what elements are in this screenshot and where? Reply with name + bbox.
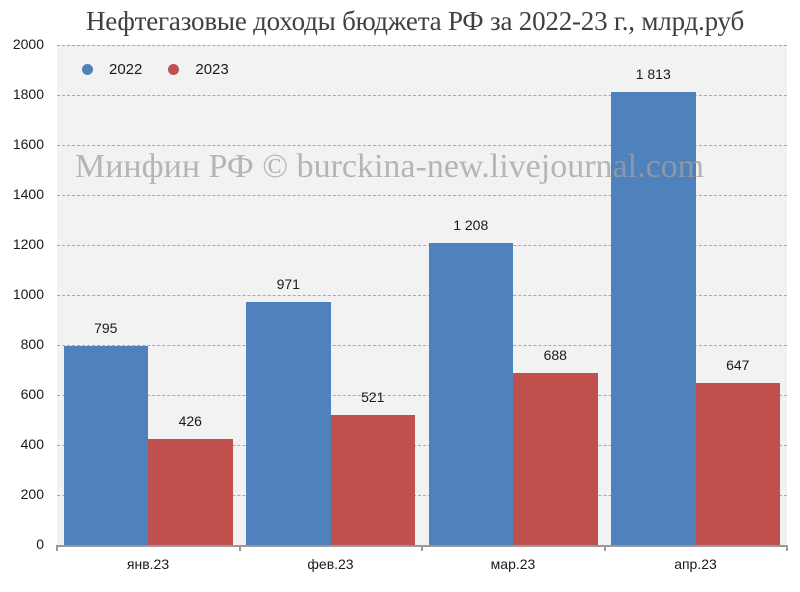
x-tick-label: мар.23 bbox=[490, 556, 536, 572]
bar-2022-3 bbox=[611, 91, 696, 545]
y-tick-label: 2000 bbox=[12, 36, 44, 52]
value-label: 647 bbox=[726, 357, 750, 374]
legend-label-2023: 2023 bbox=[195, 61, 229, 78]
value-label: 1 813 bbox=[635, 65, 671, 82]
legend: 2022 2023 bbox=[82, 61, 255, 78]
gridline bbox=[57, 445, 787, 446]
bar-2022-1 bbox=[246, 302, 331, 545]
y-tick-label: 1800 bbox=[12, 86, 44, 102]
x-tick-mark bbox=[56, 545, 58, 551]
y-tick-label: 1400 bbox=[12, 186, 44, 202]
x-tick-label: фев.23 bbox=[307, 556, 354, 572]
value-label: 971 bbox=[276, 276, 300, 293]
x-tick-label: апр.23 bbox=[674, 556, 717, 572]
gridline bbox=[57, 395, 787, 396]
value-label: 1 208 bbox=[453, 217, 489, 233]
legend-marker-2023 bbox=[168, 64, 180, 75]
y-tick-label: 200 bbox=[20, 486, 44, 502]
gridline bbox=[57, 95, 787, 96]
bar-2023-0 bbox=[148, 438, 233, 545]
legend-label-2022: 2022 bbox=[109, 61, 143, 78]
x-tick-label: янв.23 bbox=[126, 556, 170, 572]
gridline bbox=[57, 145, 787, 146]
gridline bbox=[57, 495, 787, 496]
chart-title: Нефтегазовые доходы бюджета РФ за 2022-2… bbox=[85, 6, 745, 36]
legend-item-2022: 2022 bbox=[82, 61, 142, 78]
x-tick-mark bbox=[603, 545, 606, 551]
bar-2023-1 bbox=[330, 414, 416, 545]
x-tick-mark bbox=[421, 545, 423, 551]
y-tick-label: 1600 bbox=[12, 136, 44, 152]
gridline bbox=[57, 45, 787, 46]
gridline bbox=[57, 195, 787, 196]
bar-2023-2 bbox=[513, 373, 598, 545]
value-label: 688 bbox=[543, 347, 567, 363]
bar-2023-3 bbox=[695, 383, 781, 545]
value-label: 795 bbox=[94, 320, 118, 337]
value-label: 521 bbox=[361, 388, 385, 405]
y-tick-label: 800 bbox=[20, 336, 44, 352]
value-label: 426 bbox=[178, 412, 202, 429]
y-tick-label: 0 bbox=[36, 536, 44, 552]
x-tick-mark bbox=[786, 545, 788, 551]
gridline bbox=[57, 295, 787, 296]
bar-2022-0 bbox=[63, 346, 149, 545]
y-tick-label: 600 bbox=[20, 386, 44, 402]
legend-marker-2022 bbox=[82, 64, 93, 75]
gridline bbox=[57, 345, 787, 346]
gridline bbox=[57, 245, 787, 246]
y-tick-label: 400 bbox=[20, 436, 44, 452]
bar-2022-2 bbox=[428, 243, 514, 545]
y-tick-label: 1200 bbox=[12, 236, 44, 252]
y-tick-label: 1000 bbox=[12, 286, 44, 302]
legend-item-2023: 2023 bbox=[168, 61, 229, 78]
x-tick-mark bbox=[238, 545, 241, 551]
